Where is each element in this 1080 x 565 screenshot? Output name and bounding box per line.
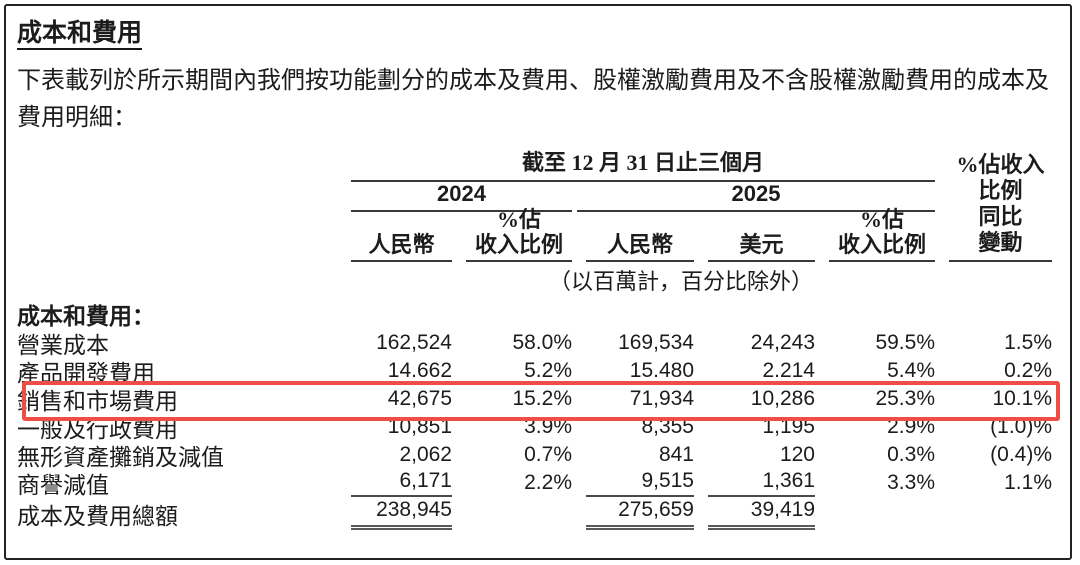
year-2025-header: 2025 (577, 181, 935, 212)
yoy-line: 變動 (978, 230, 1023, 255)
usd-label: 美元 (739, 232, 784, 257)
pct-2024-value: 0.7% (524, 443, 572, 466)
rmb-2025-value: 9,515 (586, 469, 694, 497)
yoy-line: %佔收入 (956, 152, 1045, 177)
pct-2024-value: 15.2% (512, 387, 572, 410)
yoy-value: (0.4)% (990, 443, 1052, 466)
rmb-2024-value: 6,171 (351, 469, 452, 497)
table-row-amortization-impairment: 無形資產攤銷及減值 2,062 0.7% 841 120 0.3% (0.4)% (17, 441, 1052, 470)
usd-2025-value: 120 (779, 443, 815, 466)
table-row-sales-marketing: 銷售和市場費用 42,675 15.2% 71,934 10,286 25.3%… (17, 381, 1060, 421)
doc-title: 成本和費用 (17, 20, 1070, 50)
pct-line1: %佔 (859, 207, 904, 232)
section-heading: 成本和費用： (17, 303, 155, 329)
rmb-2025-value: 71,934 (629, 387, 694, 410)
rmb-2025-value: 8,355 (641, 415, 694, 438)
yoy-line: 同比 (978, 204, 1023, 229)
rmb-label: 人民幣 (368, 232, 435, 257)
col-pct-2025-header: %佔 收入比例 (829, 207, 935, 262)
rmb-2024-value: 42,675 (387, 387, 452, 410)
yoy-value: 10.1% (992, 387, 1052, 410)
pct-line2: 收入比例 (474, 232, 563, 257)
unit-note-row: （以百萬計，百分比除外） (17, 262, 1052, 298)
rmb-2024-value: 162,524 (376, 331, 452, 354)
table-header: 截至 12 月 31 日止三個月 2024 2025 人民幣 %佔 收入比例 (17, 150, 1052, 262)
pct-2025-value: 0.3% (887, 443, 935, 466)
pct-2025-value: 25.3% (875, 387, 935, 410)
row-label: 銷售和市場費用 (17, 389, 178, 414)
period-header: 截至 12 月 31 日止三個月 (351, 145, 935, 182)
pct-2024-value: 3.9% (524, 415, 572, 438)
usd-2025-total: 39,419 (708, 498, 815, 530)
rmb-2025-total: 275,659 (586, 498, 694, 530)
pct-2025-value: 5.4% (887, 359, 935, 382)
section-heading-row: 成本和費用： (17, 298, 1052, 329)
yoy-value: 0.2% (1004, 359, 1052, 382)
row-label: 成本及費用總額 (17, 504, 178, 529)
table-row-product-development: 產品開發費用 14.662 5.2% 15.480 2.214 5.4% 0.2… (17, 357, 1052, 386)
usd-2025-value: 2.214 (762, 359, 815, 382)
col-pct-2024-header: %佔 收入比例 (466, 207, 572, 262)
pct-2025-value: 2.9% (887, 415, 935, 438)
pct-2024-value: 5.2% (524, 359, 572, 382)
usd-2025-value: 10,286 (750, 387, 815, 410)
rmb-2024-value: 10,851 (387, 415, 452, 438)
col-rmb-2024-header: 人民幣 (351, 212, 452, 262)
yoy-line: 比例 (978, 178, 1023, 203)
usd-2025-value: 1,361 (708, 469, 815, 497)
rmb-2025-value: 15.480 (629, 359, 694, 382)
usd-2025-value: 24,243 (750, 331, 815, 354)
pct-2025-value: 59.5% (875, 331, 935, 354)
row-label: 一般及行政費用 (17, 417, 178, 442)
usd-2025-value: 1,195 (762, 415, 815, 438)
table-row-total: 成本及費用總額 238,945 275,659 39,419 (17, 497, 1052, 531)
costs-table: 截至 12 月 31 日止三個月 2024 2025 人民幣 %佔 收入比例 (17, 150, 1060, 531)
table-row-operating-costs: 營業成本 162,524 58.0% 169,534 24,243 59.5% … (17, 329, 1052, 358)
rmb-2024-total: 238,945 (351, 498, 452, 530)
pct-line1: %佔 (496, 207, 541, 232)
rmb-2025-value: 841 (658, 443, 694, 466)
rmb-2024-value: 14.662 (387, 359, 452, 382)
row-label: 商譽減值 (17, 473, 109, 498)
intro-paragraph: 下表載列於所示期間內我們按功能劃分的成本及費用、股權激勵費用及不含股權激勵費用的… (17, 68, 1049, 131)
yoy-value: 1.1% (1004, 471, 1052, 494)
col-yoy-header: %佔收入 比例 同比 變動 (949, 150, 1052, 262)
rmb-2025-value: 169,534 (618, 331, 694, 354)
page-frame: 成本和費用 下表載列於所示期間內我們按功能劃分的成本及費用、股權激勵費用及不含股… (4, 4, 1072, 560)
rmb-label: 人民幣 (606, 232, 673, 257)
col-usd-2025-header: 美元 (708, 212, 815, 262)
row-label: 無形資產攤銷及減值 (17, 445, 224, 470)
pct-2024-value: 58.0% (512, 331, 572, 354)
yoy-value: 1.5% (1004, 331, 1052, 354)
yoy-value: (1.0)% (990, 415, 1052, 438)
pct-line2: 收入比例 (837, 232, 926, 257)
unit-note: （以百萬計，百分比除外） (548, 269, 813, 294)
rmb-2024-value: 2,062 (399, 443, 452, 466)
row-label: 營業成本 (17, 333, 109, 358)
col-rmb-2025-header: 人民幣 (586, 212, 694, 262)
pct-2024-value: 2.2% (524, 471, 572, 494)
pct-2025-value: 3.3% (887, 471, 935, 494)
year-2024-header: 2024 (351, 181, 572, 212)
table-row-goodwill-impairment: 商譽減值 6,171 2.2% 9,515 1,361 3.3% 1.1% (17, 469, 1052, 498)
table-row-general-admin: 一般及行政費用 10,851 3.9% 8,355 1,195 2.9% (1.… (17, 413, 1052, 442)
